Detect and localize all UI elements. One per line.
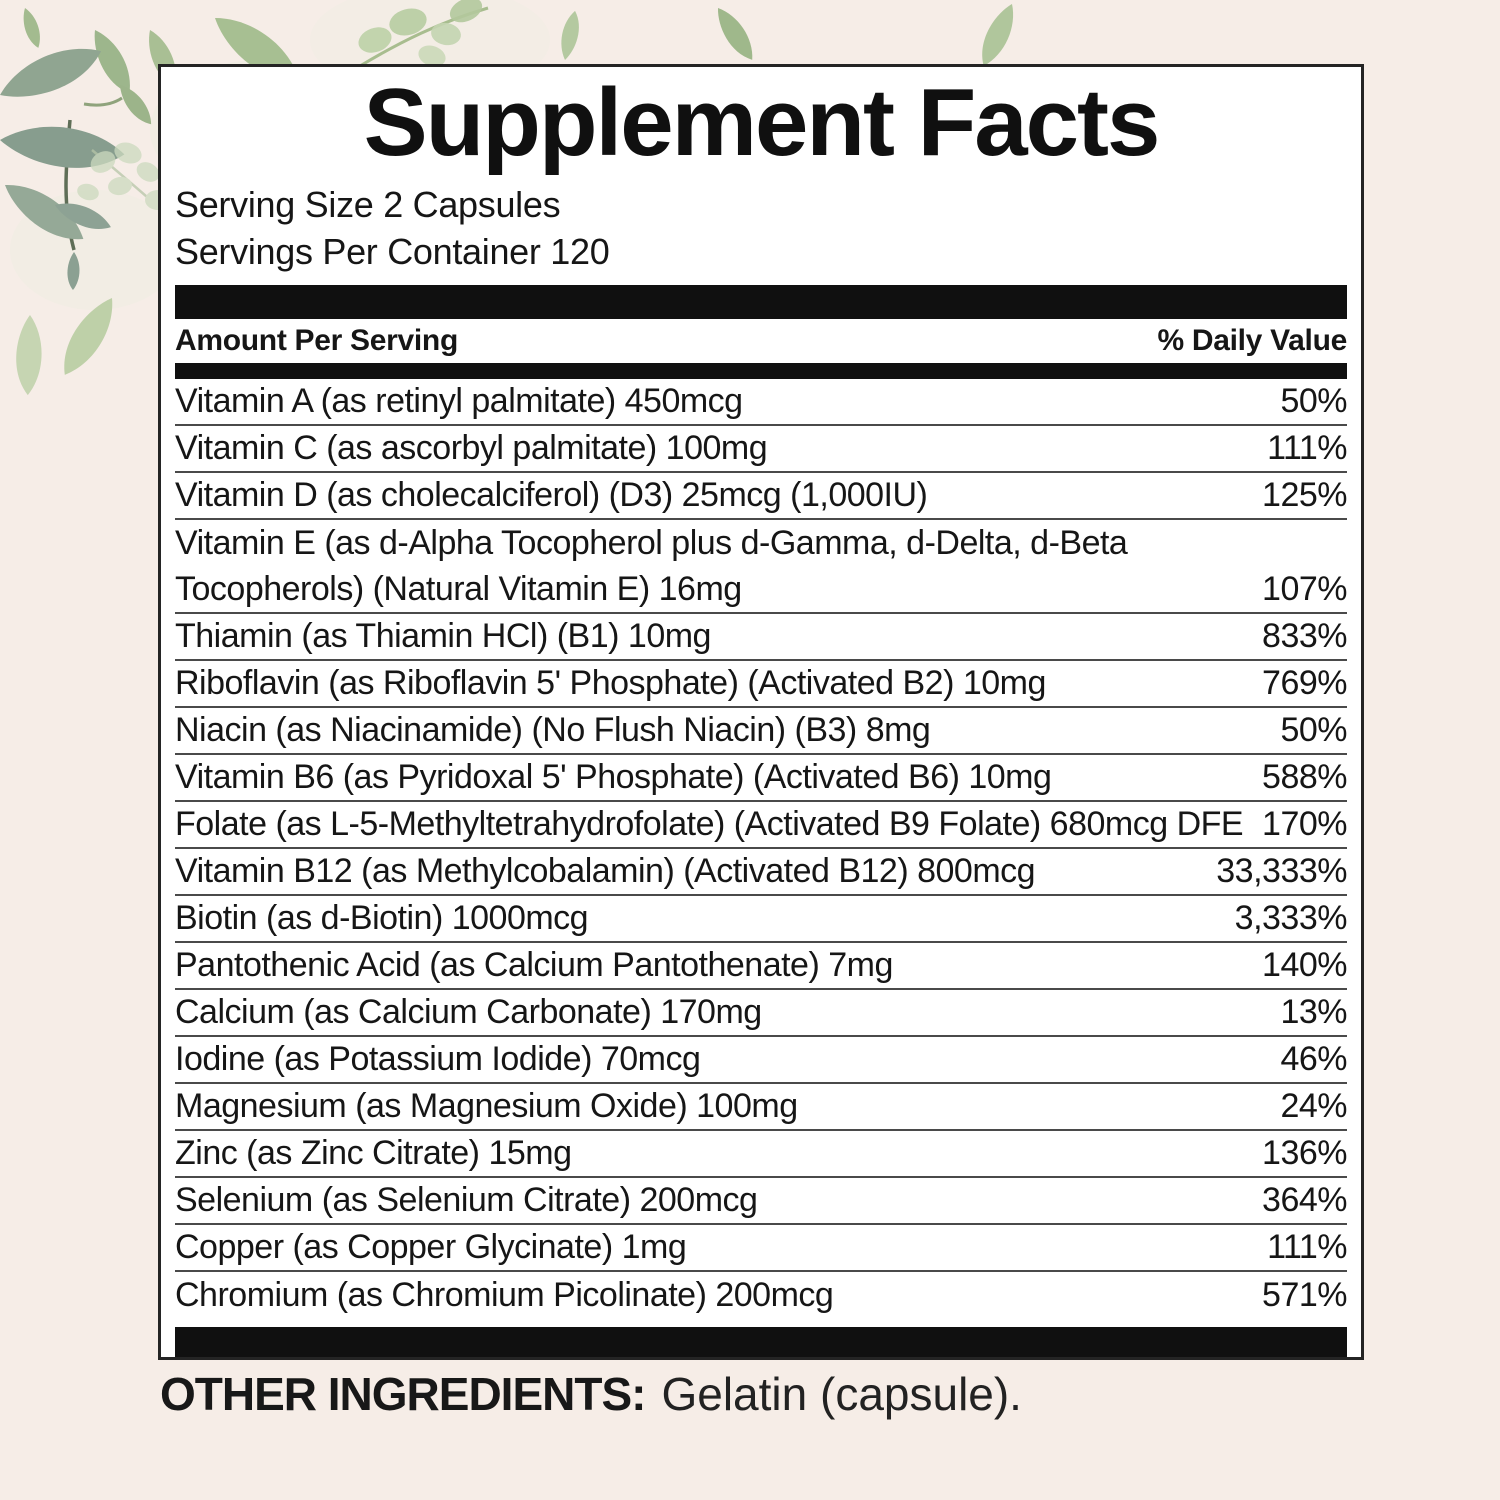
nutrient-name: Folate (as L-5-Methyltetrahydrofolate) (… — [175, 805, 1244, 843]
table-row: Folate (as L-5-Methyltetrahydrofolate) (… — [175, 802, 1347, 849]
daily-value: 833% — [1262, 617, 1347, 655]
daily-value: 769% — [1262, 664, 1347, 702]
nutrient-name: Vitamin B6 (as Pyridoxal 5' Phosphate) (… — [175, 758, 1052, 796]
daily-value: 13% — [1280, 993, 1347, 1031]
daily-value: 50% — [1280, 382, 1347, 420]
table-row: Niacin (as Niacinamide) (No Flush Niacin… — [175, 708, 1347, 755]
table-row: Biotin (as d-Biotin) 1000mcg 3,333% — [175, 896, 1347, 943]
daily-value: 33,333% — [1216, 852, 1347, 890]
leaf-icon — [711, 2, 760, 66]
nutrient-name: Calcium (as Calcium Carbonate) 170mg — [175, 993, 762, 1031]
table-row: Copper (as Copper Glycinate) 1mg 111% — [175, 1225, 1347, 1272]
leaf-icon — [136, 162, 160, 182]
nutrient-name: Selenium (as Selenium Citrate) 200mcg — [175, 1181, 758, 1219]
nutrient-name: Chromium (as Chromium Picolinate) 200mcg — [175, 1276, 834, 1314]
panel-title: Supplement Facts — [363, 69, 1161, 176]
nutrient-name-continued: Tocopherols) (Natural Vitamin E) 16mg — [175, 570, 742, 608]
daily-value: 136% — [1262, 1134, 1347, 1172]
daily-value: 24% — [1280, 1087, 1347, 1125]
leaf-icon — [114, 142, 142, 164]
nutrient-line-2: Tocopherols) (Natural Vitamin E) 16mg 107… — [175, 567, 1347, 612]
daily-value: 140% — [1262, 946, 1347, 984]
table-row: Selenium (as Selenium Citrate) 200mcg 364… — [175, 1178, 1347, 1225]
eucalyptus-branch — [0, 37, 128, 291]
nutrient-name: Vitamin A (as retinyl palmitate) 450mcg — [175, 382, 743, 420]
leaf-icon — [114, 79, 157, 130]
other-ingredients-value: Gelatin (capsule). — [661, 1368, 1022, 1420]
column-daily-value: % Daily Value — [1157, 324, 1347, 357]
nutrient-name: Biotin (as d-Biotin) 1000mcg — [175, 899, 589, 937]
other-ingredients-label: OTHER INGREDIENTS: — [160, 1368, 646, 1420]
table-row: Vitamin A (as retinyl palmitate) 450mcg 5… — [175, 379, 1347, 426]
nutrient-name: Magnesium (as Magnesium Oxide) 100mg — [175, 1087, 798, 1125]
table-row: Riboflavin (as Riboflavin 5' Phosphate) … — [175, 661, 1347, 708]
table-row: Vitamin B6 (as Pyridoxal 5' Phosphate) (… — [175, 755, 1347, 802]
leaf-icon — [418, 45, 446, 67]
leaf-icon — [358, 27, 392, 53]
table-row: Magnesium (as Magnesium Oxide) 100mg 24% — [175, 1084, 1347, 1131]
leaf-icon — [19, 5, 44, 50]
divider-bar-top — [175, 285, 1347, 319]
table-row: Vitamin B12 (as Methylcobalamin) (Activa… — [175, 849, 1347, 896]
table-row: Vitamin D (as cholecalciferol) (D3) 25mc… — [175, 473, 1347, 520]
leaf-icon — [449, 0, 483, 23]
divider-bar-medium — [175, 363, 1347, 379]
table-row: Pantothenic Acid (as Calcium Pantothenat… — [175, 943, 1347, 990]
nutrient-name: Vitamin B12 (as Methylcobalamin) (Activa… — [175, 852, 1036, 890]
leaf-icon — [431, 22, 461, 46]
nutrient-name: Vitamin D (as cholecalciferol) (D3) 25mc… — [175, 476, 928, 514]
nutrient-name: Zinc (as Zinc Citrate) 15mg — [175, 1134, 572, 1172]
daily-value: 125% — [1262, 476, 1347, 514]
leaf-icon — [90, 151, 116, 173]
leaf-icon — [389, 8, 427, 36]
table-row: Thiamin (as Thiamin HCl) (B1) 10mg 833% — [175, 614, 1347, 661]
facts-table: Vitamin A (as retinyl palmitate) 450mcg 5… — [175, 379, 1347, 1319]
table-row: Vitamin E (as d-Alpha Tocopherol plus d-… — [175, 520, 1347, 614]
other-ingredients: OTHER INGREDIENTS: Gelatin (capsule). — [160, 1368, 1022, 1420]
daily-value: 588% — [1262, 758, 1347, 796]
nutrient-name: Vitamin C (as ascorbyl palmitate) 100mg — [175, 429, 768, 467]
daily-value: 111% — [1267, 429, 1347, 467]
daily-value: 571% — [1262, 1276, 1347, 1314]
supplement-facts-panel: Supplement Facts Serving Size 2 Capsules… — [158, 64, 1364, 1360]
daily-value: 170% — [1262, 805, 1347, 843]
leaf-icon — [77, 183, 99, 201]
nutrient-name: Riboflavin (as Riboflavin 5' Phosphate) … — [175, 664, 1046, 702]
daily-value: 111% — [1267, 1228, 1347, 1266]
divider-bar-bottom — [175, 1327, 1347, 1357]
table-row: Chromium (as Chromium Picolinate) 200mcg… — [175, 1272, 1347, 1319]
leaf-icon — [0, 37, 109, 109]
leaf-icon — [12, 314, 46, 397]
servings-per-container: Servings Per Container 120 — [175, 231, 610, 272]
table-row: Zinc (as Zinc Citrate) 15mg 136% — [175, 1131, 1347, 1178]
nutrient-line-1: Vitamin E (as d-Alpha Tocopherol plus d-… — [175, 520, 1347, 567]
table-header: Amount Per Serving % Daily Value — [175, 319, 1347, 363]
column-amount-per-serving: Amount Per Serving — [175, 324, 458, 357]
nutrient-name: Iodine (as Potassium Iodide) 70mcg — [175, 1040, 701, 1078]
daily-value: 364% — [1262, 1181, 1347, 1219]
daily-value: 46% — [1280, 1040, 1347, 1078]
faded-sprig — [77, 142, 171, 213]
daily-value: 50% — [1280, 711, 1347, 749]
table-row: Vitamin C (as ascorbyl palmitate) 100mg 1… — [175, 426, 1347, 473]
daily-value: 107% — [1262, 570, 1347, 608]
leaf-stem — [83, 96, 123, 107]
nutrient-name: Niacin (as Niacinamide) (No Flush Niacin… — [175, 711, 931, 749]
table-row: Calcium (as Calcium Carbonate) 170mg 13% — [175, 990, 1347, 1037]
leaf-icon — [972, 0, 1024, 71]
nutrient-name: Thiamin (as Thiamin HCl) (B1) 10mg — [175, 617, 711, 655]
daily-value: 3,333% — [1234, 899, 1347, 937]
leaf-icon — [108, 176, 132, 196]
leaf-icon — [555, 9, 585, 62]
nutrient-name: Copper (as Copper Glycinate) 1mg — [175, 1228, 687, 1266]
serving-size: Serving Size 2 Capsules — [175, 184, 561, 225]
nutrient-name: Vitamin E (as d-Alpha Tocopherol plus d-… — [175, 524, 1128, 562]
table-row: Iodine (as Potassium Iodide) 70mcg 46% — [175, 1037, 1347, 1084]
nutrient-name: Pantothenic Acid (as Calcium Pantothenat… — [175, 946, 893, 984]
